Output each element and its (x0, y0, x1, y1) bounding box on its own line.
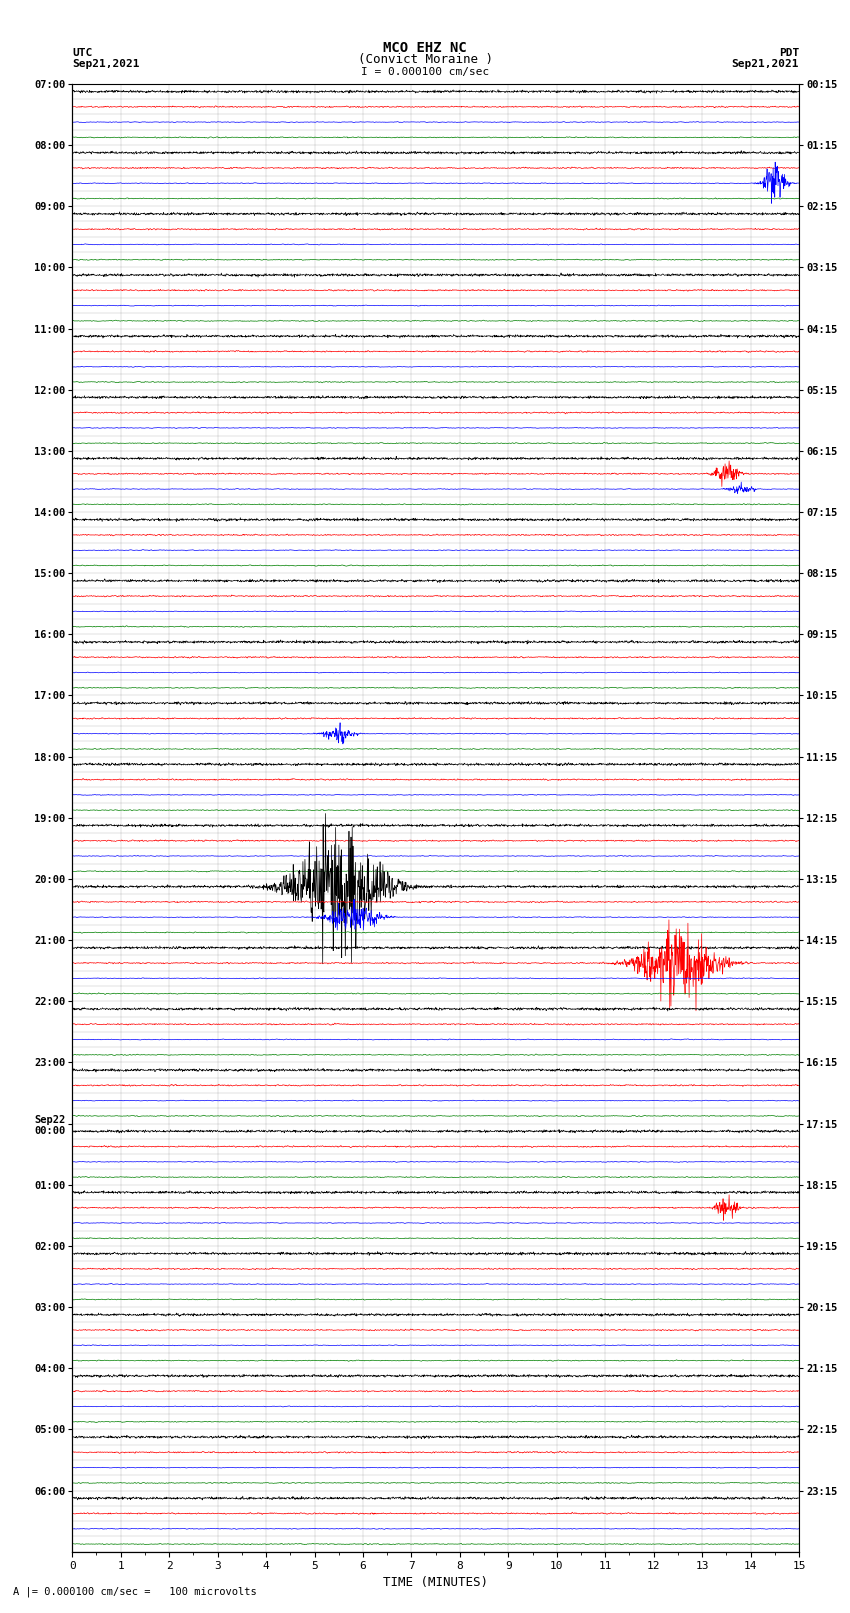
Text: I = 0.000100 cm/sec: I = 0.000100 cm/sec (361, 68, 489, 77)
Text: UTC: UTC (72, 48, 93, 58)
Text: Sep21,2021: Sep21,2021 (732, 60, 799, 69)
Text: PDT: PDT (779, 48, 799, 58)
Text: MCO EHZ NC: MCO EHZ NC (383, 40, 467, 55)
Text: A |= 0.000100 cm/sec =   100 microvolts: A |= 0.000100 cm/sec = 100 microvolts (13, 1586, 257, 1597)
Text: (Convict Moraine ): (Convict Moraine ) (358, 53, 492, 66)
X-axis label: TIME (MINUTES): TIME (MINUTES) (383, 1576, 488, 1589)
Text: Sep21,2021: Sep21,2021 (72, 60, 139, 69)
